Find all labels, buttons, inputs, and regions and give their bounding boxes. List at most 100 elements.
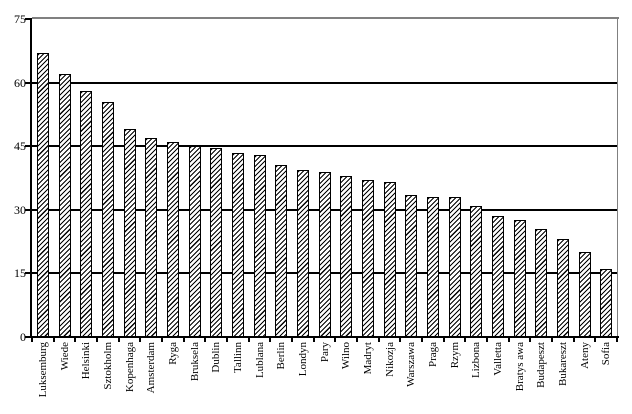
- bar-Luksemburg: [36, 53, 49, 337]
- x-axis-line: [30, 336, 619, 338]
- y-tick-45: [25, 145, 31, 148]
- y-axis-label-75: 75: [14, 12, 26, 26]
- x-axis-label-Praga: Praga: [426, 342, 439, 368]
- x-tick-6: [161, 337, 163, 342]
- x-tick-25: [572, 337, 575, 342]
- bar-Bruksela: [188, 146, 201, 337]
- gridline-60: [32, 81, 617, 84]
- bar-Sztokholm: [101, 102, 114, 337]
- y-axis-label-45: 45: [14, 139, 26, 154]
- x-tick-14: [334, 337, 337, 342]
- x-tick-3: [96, 337, 98, 342]
- y-axis-label-15: 15: [14, 266, 26, 281]
- bar-Dublin: [210, 148, 223, 337]
- plot-frame-top: [32, 17, 619, 19]
- bar-Pary: [318, 172, 331, 337]
- y-tick-0: [25, 336, 31, 338]
- bar-Budapeszt: [535, 229, 548, 337]
- x-tick-13: [312, 337, 315, 342]
- x-tick-11: [269, 337, 272, 342]
- x-axis-label-Berlin: Berlin: [275, 342, 288, 370]
- y-axis-label-30: 30: [14, 202, 26, 217]
- bar-Bratys awa: [513, 220, 526, 337]
- gridline-45: [32, 145, 617, 148]
- y-axis-label-0: 0: [20, 330, 26, 344]
- x-tick-15: [356, 337, 358, 342]
- x-axis-label-Amsterdam: Amsterdam: [145, 342, 158, 394]
- plot-frame-right: [616, 17, 618, 338]
- x-axis-label-Lizbona: Lizbona: [470, 342, 483, 379]
- x-axis-label-Nikozja: Nikozja: [383, 342, 396, 377]
- x-axis-label-Ateny: Ateny: [578, 342, 591, 369]
- x-tick-23: [529, 337, 532, 342]
- y-tick-15: [25, 272, 31, 275]
- x-tick-21: [486, 337, 488, 342]
- bar-Ateny: [578, 252, 591, 337]
- x-axis-label-Wiede: Wiede: [58, 342, 71, 371]
- x-axis-label-Valletta: Valletta: [491, 342, 504, 376]
- bar-Berlin: [275, 165, 288, 337]
- x-axis-label-Luksemburg: Luksemburg: [36, 342, 49, 398]
- bar-Helsinki: [80, 91, 93, 337]
- x-tick-8: [204, 337, 207, 342]
- bar-Ryga: [166, 142, 179, 337]
- y-axis-label-60: 60: [14, 75, 26, 90]
- bar-Nikozja: [383, 182, 396, 337]
- x-tick-17: [399, 337, 402, 342]
- x-axis-label-Bruksela: Bruksela: [188, 342, 201, 382]
- bar-Warszawa: [405, 195, 418, 337]
- plot-area: [32, 19, 617, 337]
- x-tick-5: [139, 337, 142, 342]
- y-axis-line: [30, 18, 32, 338]
- x-axis-label-Helsinki: Helsinki: [80, 342, 93, 380]
- x-axis-label-Sofia: Sofia: [600, 342, 613, 366]
- x-axis-label-Budapeszt: Budapeszt: [535, 342, 548, 388]
- x-axis-label-Bukareszt: Bukareszt: [556, 342, 569, 386]
- x-tick-24: [551, 337, 553, 342]
- bar-Wiede: [58, 74, 71, 337]
- x-tick-12: [291, 337, 293, 342]
- bar-Rzym: [448, 197, 461, 337]
- y-tick-75: [25, 18, 31, 20]
- x-tick-26: [594, 337, 597, 342]
- bar-Lizbona: [470, 206, 483, 337]
- x-axis-label-Warszawa: Warszawa: [405, 342, 418, 387]
- x-tick-27: [616, 337, 618, 342]
- x-axis-label-Sztokholm: Sztokholm: [101, 342, 114, 390]
- bar-Valletta: [491, 216, 504, 337]
- bar-Londyn: [296, 170, 309, 337]
- bar-Bukareszt: [556, 239, 569, 337]
- bar-Wilno: [340, 176, 353, 337]
- x-axis-label-Kopenhaga: Kopenhaga: [123, 342, 136, 393]
- y-tick-30: [25, 208, 31, 211]
- x-tick-2: [74, 337, 77, 342]
- x-tick-9: [226, 337, 228, 342]
- x-tick-18: [421, 337, 423, 342]
- bar-Amsterdam: [145, 138, 158, 337]
- x-tick-16: [377, 337, 380, 342]
- x-axis-label-Pary: Pary: [318, 342, 331, 363]
- x-tick-4: [117, 337, 120, 342]
- x-axis-label-Madryt: Madryt: [361, 342, 374, 375]
- x-tick-19: [442, 337, 445, 342]
- x-axis-label-Dublin: Dublin: [210, 342, 223, 373]
- x-axis-label-Bratys awa: Bratys awa: [513, 342, 526, 392]
- x-axis-label-Lublana: Lublana: [253, 342, 266, 379]
- x-tick-10: [247, 337, 250, 342]
- x-tick-7: [182, 337, 185, 342]
- x-axis-label-Londyn: Londyn: [296, 342, 309, 377]
- bar-Kopenhaga: [123, 129, 136, 337]
- bar-Tallinn: [231, 153, 244, 337]
- x-axis-label-Wilno: Wilno: [340, 342, 353, 370]
- x-axis-label-Rzym: Rzym: [448, 342, 461, 369]
- x-axis-label-Ryga: Ryga: [166, 342, 179, 365]
- bar-Praga: [426, 197, 439, 337]
- x-tick-0: [31, 337, 33, 342]
- x-tick-22: [507, 337, 510, 342]
- x-tick-20: [464, 337, 467, 342]
- bar-Sofia: [600, 269, 613, 337]
- x-tick-1: [52, 337, 55, 342]
- bar-Lublana: [253, 155, 266, 337]
- y-tick-60: [25, 81, 31, 84]
